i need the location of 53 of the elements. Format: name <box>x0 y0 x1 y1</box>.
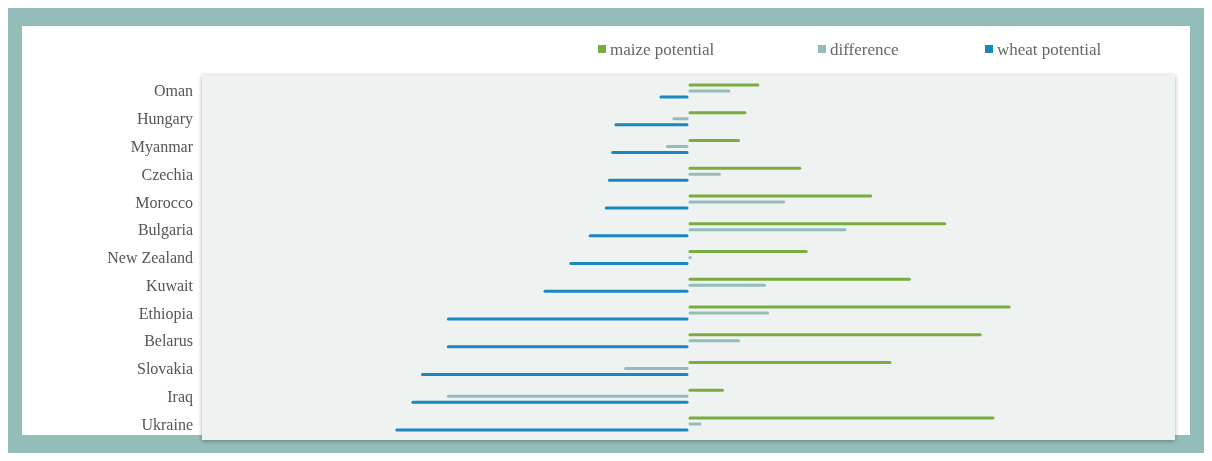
bar <box>688 305 1011 309</box>
legend-label: difference <box>830 39 899 59</box>
legend-label: wheat potential <box>997 39 1102 59</box>
y-tick-label: Myanmar <box>130 138 194 157</box>
legend-label: maize potential <box>610 39 715 59</box>
bar <box>688 83 760 87</box>
bar <box>446 345 689 349</box>
y-tick-label: Ukraine <box>141 415 193 433</box>
bar <box>672 117 689 121</box>
bar <box>624 367 689 371</box>
y-tick-label: Oman <box>153 82 193 100</box>
bar <box>614 123 689 127</box>
bar <box>665 144 689 148</box>
bar <box>688 311 770 315</box>
bar <box>588 234 689 238</box>
bar <box>688 416 995 420</box>
bar <box>688 172 721 176</box>
bar <box>688 194 873 198</box>
y-tick-label: Morocco <box>135 193 193 211</box>
bar <box>411 400 689 404</box>
bar <box>688 222 947 226</box>
bar <box>688 111 747 115</box>
bar <box>688 166 802 170</box>
bar <box>688 250 808 253</box>
bar <box>421 373 689 377</box>
bar <box>611 150 689 154</box>
bar <box>688 89 731 93</box>
bar <box>688 283 766 287</box>
y-tick-label: Hungary <box>137 110 193 129</box>
y-tick-label: New Zealand <box>107 249 193 267</box>
bar <box>569 262 689 265</box>
y-tick-label: Kuwait <box>145 276 194 294</box>
bar <box>688 361 892 365</box>
bar <box>604 206 689 210</box>
y-tick-label: Belarus <box>144 332 193 350</box>
y-tick-label: Slovakia <box>137 360 193 378</box>
bar <box>607 178 689 182</box>
bar <box>688 333 982 337</box>
bar <box>688 228 847 232</box>
y-tick-label: Czechia <box>141 165 193 183</box>
bar <box>446 394 689 398</box>
y-tick-label: Ethiopia <box>138 304 193 323</box>
bar <box>688 339 741 343</box>
y-tick-label: Bulgaria <box>137 221 193 240</box>
y-tick-label: Iraq <box>167 387 193 406</box>
bar <box>688 138 741 142</box>
bar <box>688 388 724 392</box>
bar <box>659 95 689 99</box>
bar <box>543 289 689 293</box>
bar <box>446 317 689 321</box>
bar <box>688 200 786 204</box>
bar <box>395 428 689 432</box>
bar <box>688 277 911 281</box>
